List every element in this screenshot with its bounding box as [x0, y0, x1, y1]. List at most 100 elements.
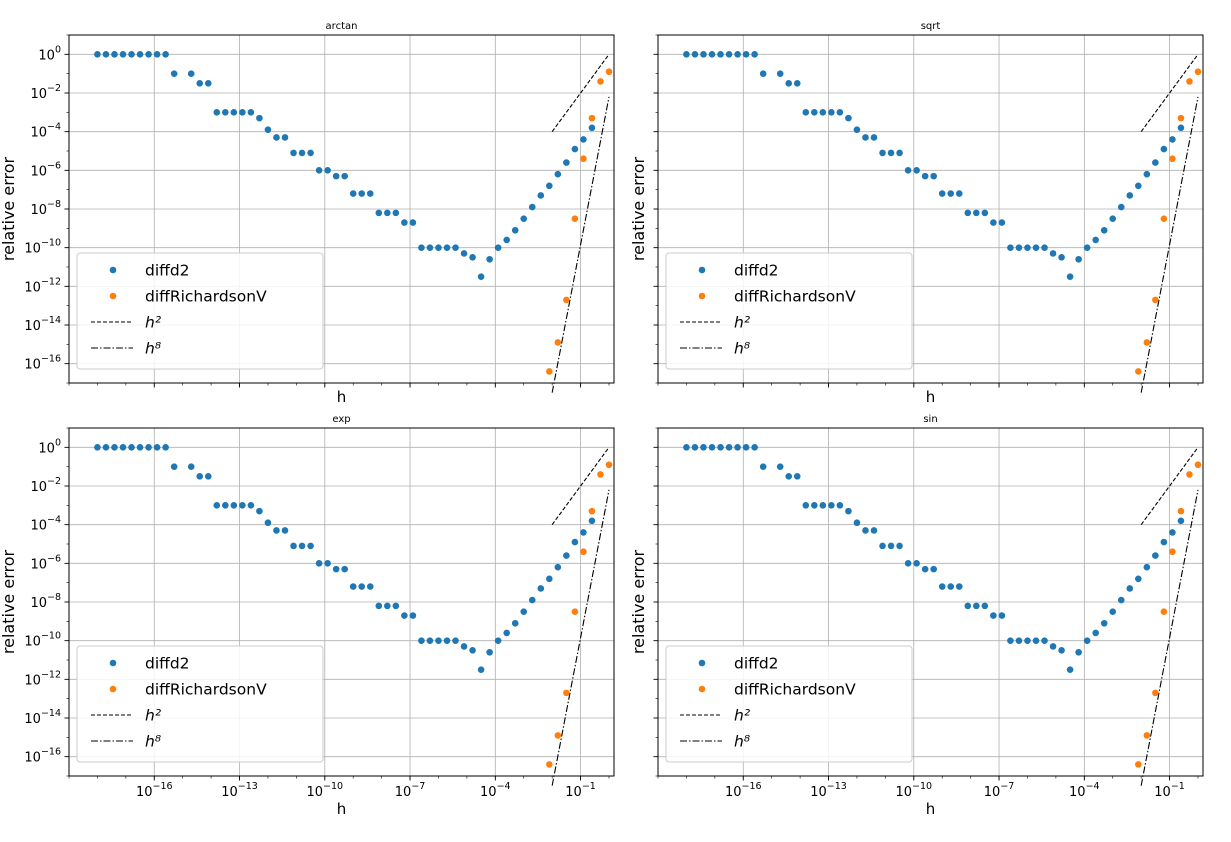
diffd2-point — [1049, 643, 1057, 650]
diffd2-point — [793, 80, 801, 87]
diffd2-point — [887, 542, 895, 550]
diffd2-point — [324, 560, 331, 567]
diffd2-point — [785, 80, 793, 87]
diffd2-point — [1041, 637, 1048, 644]
diffd2-point — [862, 134, 869, 141]
y-tick-label: 10−2 — [30, 83, 61, 102]
x-tick-label: 10−10 — [895, 781, 932, 800]
diffd2-point — [119, 444, 127, 451]
diffd2-legend-marker — [109, 659, 117, 667]
diffd2-point — [1049, 250, 1057, 257]
diffd2-point — [588, 517, 596, 525]
diffRichardsonV-point — [597, 78, 604, 85]
diffRichardsonV-point — [1135, 761, 1142, 768]
x-tick-label: 10−10 — [306, 781, 343, 800]
legend: diffd2 diffRichardsonV h² h⁸ — [665, 252, 913, 370]
legend-label: diffRichardsonV — [734, 681, 856, 699]
diffd2-point — [153, 51, 161, 58]
diffd2-point — [955, 190, 963, 197]
diffd2-point — [290, 149, 297, 157]
y-tick-label: 10−12 — [24, 669, 61, 688]
y-axis-label: relative error — [629, 549, 648, 654]
diffd2-point — [477, 273, 485, 280]
diffd2-point — [785, 473, 793, 480]
x-axis-label: h — [926, 800, 936, 818]
diffd2-point — [486, 255, 493, 263]
diffd2-point — [341, 172, 348, 180]
diffd2-point — [1066, 273, 1074, 280]
y-tick-label: 10−16 — [24, 747, 61, 766]
diffd2-point — [1177, 517, 1185, 525]
diffd2-point — [511, 619, 519, 627]
diffd2-point — [1007, 244, 1014, 251]
panel-title: sqrt — [921, 21, 941, 32]
diffd2-point — [230, 109, 238, 116]
diffRichardsonV-point — [1160, 608, 1168, 615]
legend-label: h⁸ — [145, 340, 161, 358]
diffd2-point — [349, 190, 357, 197]
diffd2-point — [102, 51, 110, 58]
diffRichardsonV-point — [1169, 155, 1176, 163]
diffd2-point — [717, 51, 724, 58]
diffd2-point — [930, 565, 937, 573]
diffd2-point — [759, 463, 767, 470]
diffRichardsonV-legend-marker — [698, 685, 706, 693]
y-tick-label: 100 — [38, 44, 61, 63]
diffd2-point — [588, 124, 596, 132]
diffd2-point — [998, 219, 1006, 226]
diffd2-point — [401, 612, 408, 619]
x-axis-label: h — [337, 800, 347, 818]
diffRichardsonV-point — [1152, 689, 1159, 697]
legend-label: h⁸ — [734, 733, 750, 751]
diffRichardsonV-point — [1194, 68, 1202, 76]
panel-title: sin — [923, 414, 937, 425]
diffd2-point — [981, 602, 989, 610]
diffd2-point — [1015, 244, 1023, 251]
diffd2-point — [1007, 637, 1014, 644]
panel-sqrt: sqrt h relative error diffd2 diffRichardsonV… — [629, 21, 1204, 406]
diffd2-point — [802, 502, 810, 509]
diffd2-point — [1066, 666, 1074, 673]
h8-reference-line — [551, 489, 610, 786]
x-tick-label: 10−1 — [1154, 781, 1185, 800]
diffd2-point — [1126, 192, 1134, 199]
diffRichardsonV-legend-marker — [109, 292, 117, 300]
diffd2-point — [392, 209, 400, 217]
diffd2-point — [375, 602, 383, 610]
diffd2-point — [222, 109, 229, 116]
y-tick-label: 10−8 — [30, 199, 61, 218]
diffd2-point — [887, 149, 895, 157]
legend-label: diffRichardsonV — [145, 681, 267, 699]
diffd2-point — [384, 209, 391, 217]
diffRichardsonV-point — [1169, 548, 1176, 556]
y-axis-label: relative error — [0, 156, 18, 261]
x-tick-label: 10−16 — [725, 781, 762, 800]
diffd2-point — [947, 190, 955, 197]
x-tick-label: 10−4 — [480, 781, 511, 800]
legend-label: h² — [145, 707, 161, 725]
axes-frame — [657, 427, 1204, 777]
diffd2-point — [435, 244, 442, 251]
diffd2-point — [213, 502, 221, 509]
diffd2-point — [111, 444, 118, 451]
diffd2-point — [469, 647, 476, 654]
diffd2-point — [443, 244, 451, 251]
diffd2-point — [528, 596, 536, 604]
diffd2-point — [930, 172, 937, 180]
diffd2-point — [256, 114, 263, 122]
diffd2-point — [426, 637, 434, 644]
diffd2-point — [128, 51, 135, 58]
diffd2-point — [332, 565, 340, 573]
diffd2-point — [187, 463, 195, 470]
diffd2-point — [392, 602, 400, 610]
diffd2-point — [938, 583, 946, 590]
x-tick-label: 10−13 — [221, 781, 258, 800]
diffRichardsonV-point — [1177, 114, 1185, 122]
diffd2-point — [204, 80, 212, 87]
diffd2-point — [700, 444, 707, 451]
panel-title: arctan — [326, 21, 358, 32]
diffd2-point — [1100, 619, 1108, 627]
diffd2-point — [811, 502, 818, 509]
diffd2-point — [196, 473, 204, 480]
legend-label: h⁸ — [145, 733, 161, 751]
